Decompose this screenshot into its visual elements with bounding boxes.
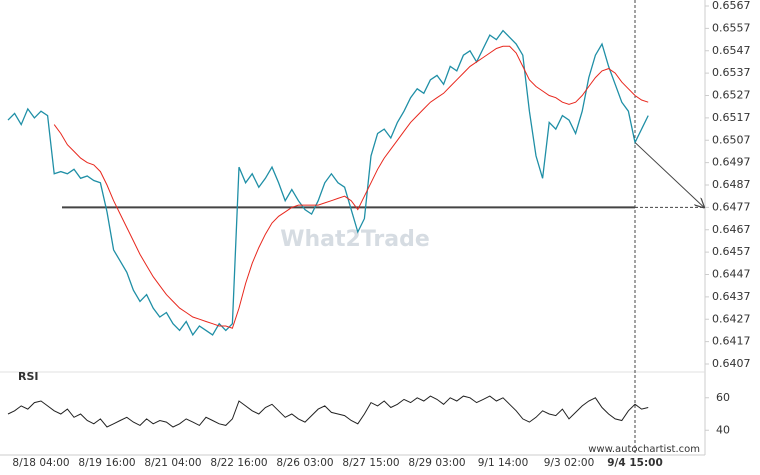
y-tick-label: 0.6497 bbox=[712, 156, 751, 169]
y-tick-label: 0.6417 bbox=[712, 335, 751, 348]
y-tick-label: 0.6457 bbox=[712, 245, 751, 258]
x-tick-label: 8/29 03:00 bbox=[408, 457, 465, 469]
y-tick-label: 0.6537 bbox=[712, 66, 751, 79]
price-line bbox=[53, 45, 649, 329]
x-tick-label: 9/1 14:00 bbox=[478, 457, 529, 469]
y-tick-label: 0.6517 bbox=[712, 111, 751, 124]
x-tick-label: 8/26 03:00 bbox=[276, 457, 333, 469]
y-tick-label: 0.6477 bbox=[712, 200, 751, 213]
watermark: What2Trade bbox=[280, 227, 430, 252]
y-tick-label: 0.6547 bbox=[712, 44, 751, 57]
y-tick-label: 0.6447 bbox=[712, 268, 751, 281]
y-tick-label: 0.6407 bbox=[712, 357, 751, 370]
rsi-line bbox=[7, 395, 649, 428]
x-tick-label: 8/27 15:00 bbox=[342, 457, 399, 469]
x-tick-label: 8/21 04:00 bbox=[144, 457, 201, 469]
source: www.autochartist.com bbox=[588, 444, 700, 455]
rsi-tick-label: 40 bbox=[716, 423, 730, 436]
x-tick-label: 9/3 02:00 bbox=[544, 457, 595, 469]
y-tick-label: 0.6567 bbox=[712, 0, 751, 12]
y-tick-label: 0.6437 bbox=[712, 290, 751, 303]
forecast-arrow bbox=[634, 142, 704, 207]
y-tick-label: 0.6487 bbox=[712, 178, 751, 191]
x-tick-label: 8/19 16:00 bbox=[78, 457, 135, 469]
x-tick-label: 8/18 04:00 bbox=[12, 457, 69, 469]
x-tick-label: 9/4 15:00 bbox=[607, 457, 663, 469]
y-tick-label: 0.6507 bbox=[712, 133, 751, 146]
y-tick-label: 0.6427 bbox=[712, 312, 751, 325]
y-tick-label: 0.6467 bbox=[712, 223, 751, 236]
rsi-tick-label: 60 bbox=[716, 391, 730, 404]
y-tick-label: 0.6557 bbox=[712, 21, 751, 34]
x-tick-label: 8/22 16:00 bbox=[210, 457, 267, 469]
y-tick-label: 0.6527 bbox=[712, 89, 751, 102]
rsi-title: RSI bbox=[18, 370, 39, 383]
price-line bbox=[7, 29, 649, 337]
